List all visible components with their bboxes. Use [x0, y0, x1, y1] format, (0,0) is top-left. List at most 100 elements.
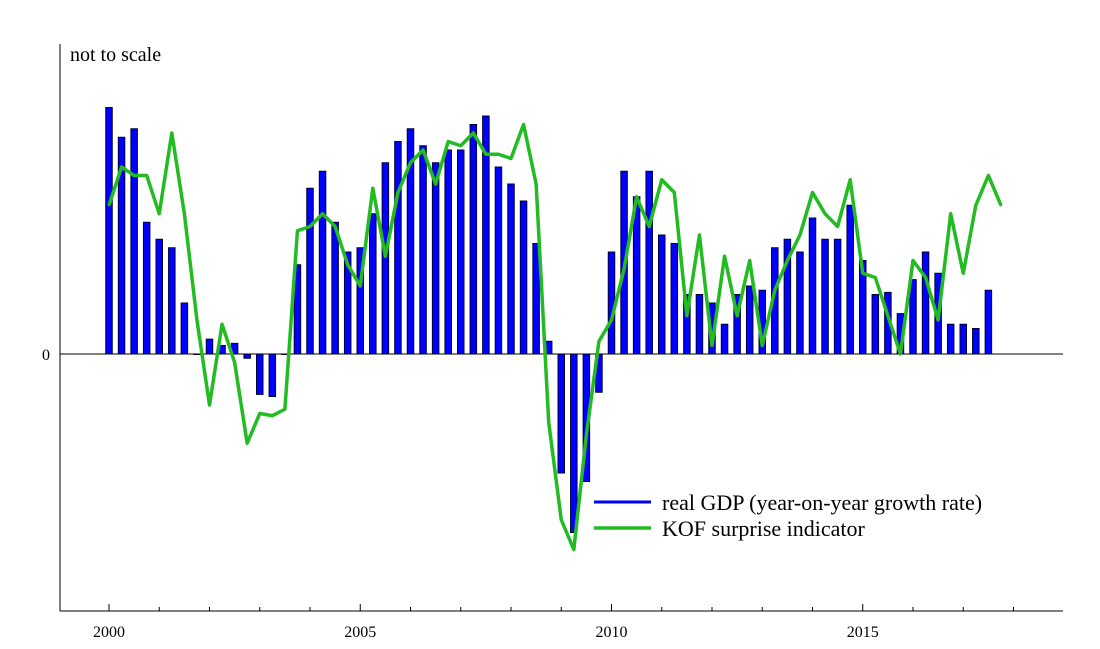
- bar-gdp: [168, 247, 176, 355]
- bar-gdp: [607, 251, 616, 355]
- bar-gdp: [142, 221, 151, 355]
- bar-gdp: [658, 234, 666, 355]
- bar-gdp: [645, 170, 653, 355]
- point-kof: [660, 178, 663, 181]
- point-kof: [145, 174, 148, 177]
- point-kof: [698, 233, 701, 237]
- point-kof: [773, 289, 777, 292]
- bar-gdp: [909, 279, 917, 355]
- point-kof: [610, 318, 613, 322]
- chart-annotation: not to scale: [70, 44, 161, 66]
- point-kof: [446, 140, 450, 143]
- bar-gdp: [205, 338, 214, 355]
- bar-gdp: [419, 145, 427, 355]
- point-kof: [183, 212, 186, 215]
- point-kof: [761, 344, 764, 347]
- point-kof: [874, 276, 877, 279]
- point-kof: [509, 157, 513, 160]
- point-kof: [936, 318, 940, 322]
- x-minor-ticks: [108, 604, 1014, 611]
- bar-gdp: [369, 213, 377, 355]
- point-kof: [534, 182, 538, 186]
- bar-gdp: [720, 323, 729, 355]
- bar-gdp: [331, 221, 339, 355]
- point-kof: [987, 174, 990, 177]
- point-kof: [120, 165, 123, 169]
- bar-gdp: [808, 217, 817, 355]
- bar-gdp: [494, 166, 503, 355]
- point-kof: [811, 191, 814, 194]
- bar-gdp: [243, 353, 251, 359]
- x-tick-label: 2000: [93, 624, 125, 641]
- bar-gdp: [695, 294, 704, 355]
- legend-label-kof: KOF surprise indicator: [662, 516, 866, 541]
- point-kof: [647, 225, 651, 228]
- point-kof: [798, 233, 802, 237]
- x-tick-label: 2005: [344, 624, 376, 641]
- point-kof: [622, 267, 626, 271]
- bar-gdp: [431, 162, 440, 355]
- point-kof: [597, 340, 601, 343]
- kof-points: [107, 123, 1003, 551]
- bar-gdp: [570, 353, 578, 533]
- point-kof: [321, 212, 324, 215]
- point-kof: [434, 182, 437, 186]
- bar-gdp: [394, 141, 402, 355]
- gdp-bars: [105, 107, 993, 533]
- point-kof: [635, 195, 638, 198]
- legend: real GDP (year-on-year growth rate) KOF …: [594, 490, 982, 541]
- bar-gdp: [796, 251, 804, 355]
- point-kof: [974, 204, 978, 207]
- point-kof: [396, 191, 400, 194]
- x-tick-label: 2015: [847, 624, 879, 641]
- point-kof: [999, 204, 1003, 207]
- point-kof: [710, 344, 714, 347]
- bar-gdp: [871, 294, 880, 355]
- point-kof: [911, 259, 915, 262]
- bar-gdp: [557, 353, 565, 474]
- bar-gdp: [180, 302, 189, 355]
- bar-gdp: [155, 238, 163, 355]
- point-kof: [158, 212, 161, 215]
- point-kof: [685, 314, 689, 317]
- point-kof: [132, 174, 136, 177]
- point-kof: [333, 225, 337, 228]
- point-kof: [572, 548, 576, 551]
- point-kof: [107, 204, 111, 207]
- point-kof: [170, 131, 174, 135]
- point-kof: [924, 276, 927, 279]
- point-kof: [359, 284, 362, 288]
- point-kof: [585, 433, 588, 436]
- point-kof: [472, 131, 475, 135]
- bar-gdp: [256, 353, 264, 395]
- point-kof: [409, 161, 412, 164]
- bar-gdp: [457, 149, 465, 355]
- bar-gdp: [846, 204, 854, 355]
- point-kof: [195, 318, 199, 322]
- point-kof: [823, 212, 827, 215]
- bar-gdp: [972, 328, 980, 355]
- bar-gdp: [306, 187, 314, 355]
- point-kof: [283, 408, 287, 411]
- series-line-kof: [107, 122, 1003, 552]
- point-kof: [560, 518, 563, 521]
- bar-gdp: [946, 323, 955, 355]
- point-kof: [384, 255, 387, 258]
- point-kof: [371, 187, 375, 190]
- legend-label-gdp: real GDP (year-on-year growth rate): [662, 490, 982, 515]
- point-kof: [735, 314, 739, 317]
- bar-gdp: [268, 353, 277, 397]
- point-kof: [258, 412, 261, 415]
- point-kof: [308, 225, 312, 228]
- point-kof: [208, 403, 211, 407]
- point-kof: [899, 352, 902, 356]
- point-kof: [547, 420, 550, 424]
- x-tick-labels: 2000 2005 2010 2015: [93, 624, 879, 641]
- bar-gdp: [507, 183, 515, 355]
- bar-gdp: [821, 238, 829, 355]
- point-kof: [421, 148, 425, 152]
- bar-gdp: [318, 170, 327, 355]
- bar-gdp: [921, 251, 930, 355]
- y-tick-label: 0: [42, 347, 50, 364]
